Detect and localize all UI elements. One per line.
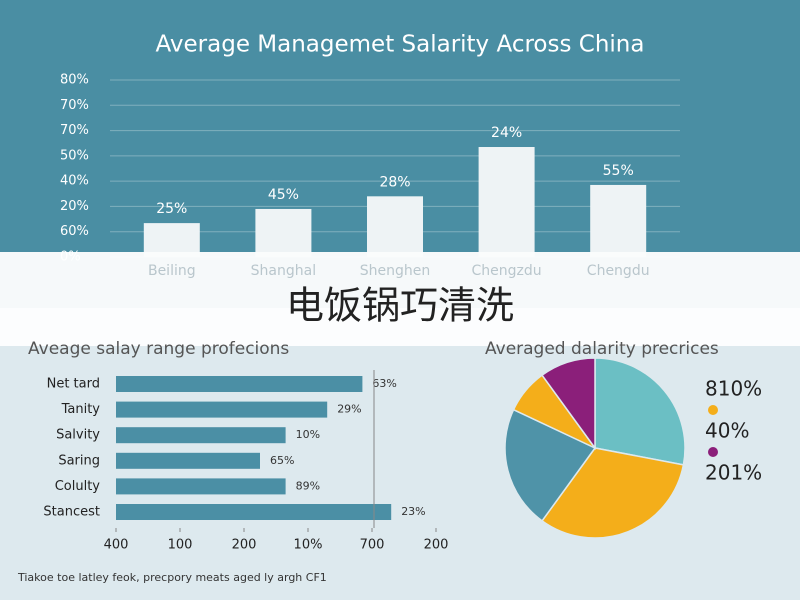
y-tick-label: Tanity — [61, 402, 101, 417]
pie-chart: 810% 40% 201% — [504, 357, 762, 539]
x-tick-label: Beiling — [148, 263, 196, 279]
bar — [116, 452, 260, 469]
bar-annotation: 10% — [296, 428, 320, 441]
y-tick-label: 70% — [60, 98, 89, 113]
bar-annotation: 89% — [296, 479, 320, 492]
bar — [116, 504, 392, 520]
y-tick-label: Salvity — [56, 428, 100, 443]
banner-text: 电饭锅巧清洗 — [286, 284, 514, 328]
bar — [255, 208, 312, 257]
banner-band — [0, 252, 800, 308]
bar — [367, 196, 423, 257]
x-tick-label: 400 — [104, 538, 129, 553]
y-tick-label: 50% — [60, 148, 89, 163]
bar-annotation: 28% — [379, 174, 410, 190]
chart-title: Average Managemet Salarity Across China — [156, 32, 645, 58]
y-tick-label: 40% — [60, 174, 89, 189]
legend-marker — [708, 405, 718, 415]
category-labels: Beiling Shanghal Shenghen Chengzdu Chengdu — [148, 263, 650, 279]
legend-label: 40% — [705, 419, 749, 443]
bar-annotation: 24% — [491, 125, 522, 141]
y-tick-label: 80% — [60, 73, 89, 88]
footnote: Tiakoe toe latley feok, precpory meats a… — [17, 571, 327, 584]
x-tick-label: Shenghen — [360, 263, 431, 279]
bar-annotation: 25% — [156, 201, 187, 217]
y-tick-label: Stancest — [43, 505, 100, 520]
bar — [478, 147, 535, 257]
x-tick-label: 200 — [232, 538, 257, 553]
y-tick-label: Net tard — [47, 377, 100, 392]
y-tick-label: Saring — [58, 453, 100, 468]
y-tick-label: 70% — [60, 123, 89, 138]
bar — [116, 478, 286, 495]
pie-slice — [541, 447, 685, 539]
bar — [143, 223, 200, 257]
chart-title: Averaged dalarity precrices — [485, 339, 719, 359]
y-tick-label: Colulty — [55, 479, 101, 494]
x-tick-label: 100 — [168, 538, 193, 553]
bar — [590, 184, 647, 257]
bar-annotation: 55% — [603, 163, 634, 179]
pie-slice — [594, 357, 686, 466]
bar-annotation: 63% — [372, 377, 396, 390]
legend-marker — [708, 447, 718, 457]
y-tick-label: 60% — [60, 224, 89, 239]
bar — [116, 427, 286, 444]
legend-label: 201% — [705, 461, 762, 485]
bar-annotation: 65% — [270, 454, 294, 467]
x-tick-label: Chengzdu — [472, 263, 542, 279]
x-tick-label: 200 — [424, 538, 449, 553]
banner-band — [0, 308, 800, 346]
x-tick-label: Chengdu — [587, 263, 650, 279]
bar — [116, 401, 328, 418]
x-tick-label: Shanghal — [251, 263, 316, 279]
legend-label: 810% — [705, 377, 762, 401]
bar — [116, 376, 363, 392]
x-tick-label: 700 — [360, 538, 385, 553]
x-tick-label: 10% — [294, 538, 323, 553]
y-tick-label: 20% — [60, 199, 89, 214]
bar-annotation: 23% — [401, 505, 425, 518]
bar-annotation: 29% — [337, 403, 361, 416]
bar-annotation: 45% — [268, 187, 299, 203]
bar-chart: 0%60%20%40%50%70%70%80%25%45%28%24%55% — [60, 73, 680, 265]
pie-slice — [541, 357, 596, 451]
hbar-chart: Net tard 63% Tanity 29% Salvity 10% Saring 65% C… — [43, 370, 448, 553]
chart-title: Aveage salay range profecions — [28, 339, 289, 359]
